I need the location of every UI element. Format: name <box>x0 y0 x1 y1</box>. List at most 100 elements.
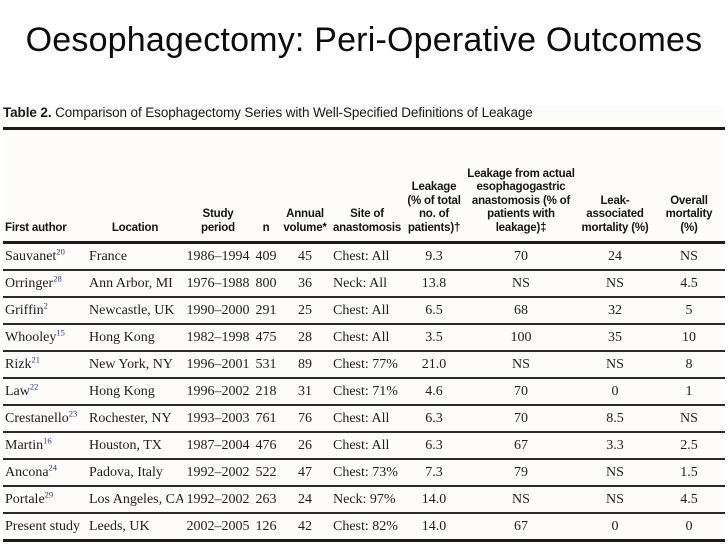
overall-mortality-cell: NS <box>653 242 725 272</box>
leakage-anastomosis-cell: 68 <box>465 297 577 326</box>
n-cell: 218 <box>253 378 279 407</box>
site-of-anastomosis-cell: Chest: 71% <box>331 378 403 407</box>
column-header-site-of-anastomosis: Site of anastomosis <box>331 126 403 245</box>
leakage-cell: 3.5 <box>403 324 465 353</box>
annual-volume-cell: 24 <box>279 486 331 515</box>
leak-associated-mortality-cell: 8.5 <box>577 405 653 434</box>
first-author-name: Portale <box>5 491 45 507</box>
location-cell: Houston, TX <box>87 432 183 461</box>
leakage-anastomosis-cell: 70 <box>465 405 577 434</box>
leak-associated-mortality-cell: 24 <box>577 242 653 272</box>
site-of-anastomosis-cell: Chest: 77% <box>331 351 403 380</box>
table-figure: Table 2. Comparison of Esophagectomy Ser… <box>3 104 725 543</box>
table-row: Crestanello23 Rochester, NY 1993–2003 76… <box>3 405 725 434</box>
first-author-name: Rizk <box>5 356 32 372</box>
leak-associated-mortality-cell: 0 <box>577 513 653 543</box>
reference-superscript: 22 <box>29 381 39 392</box>
overall-mortality-cell: 8 <box>653 351 725 380</box>
leakage-anastomosis-cell: NS <box>465 351 577 380</box>
annual-volume-cell: 45 <box>279 242 331 272</box>
first-author-cell: Whooley15 <box>3 324 87 353</box>
site-of-anastomosis-cell: Chest: All <box>331 432 403 461</box>
leakage-anastomosis-cell: NS <box>465 270 577 299</box>
annual-volume-cell: 25 <box>279 297 331 326</box>
reference-superscript: 16 <box>43 435 52 446</box>
study-period-cell: 1996–2001 <box>183 351 253 380</box>
annual-volume-cell: 42 <box>279 513 331 543</box>
overall-mortality-cell: 0 <box>653 513 725 543</box>
table-row: Ancona24 Padova, Italy 1992–2002 522 47 … <box>3 459 725 488</box>
table-row: Orringer28 Ann Arbor, MI 1976–1988 800 3… <box>3 270 725 299</box>
leakage-cell: 21.0 <box>403 351 465 380</box>
study-period-cell: 1982–1998 <box>183 324 253 353</box>
overall-mortality-cell: 1 <box>653 378 725 407</box>
site-of-anastomosis-cell: Chest: All <box>331 242 403 272</box>
n-cell: 522 <box>253 459 279 488</box>
first-author-name: Martin <box>5 437 44 453</box>
table-row: Portale29 Los Angeles, CA 1992–2002 263 … <box>3 486 725 515</box>
overall-mortality-cell: 4.5 <box>653 486 725 515</box>
annual-volume-cell: 89 <box>279 351 331 380</box>
leakage-cell: 6.3 <box>403 405 465 434</box>
first-author-cell: Portale29 <box>3 486 87 515</box>
table-row: Sauvanet20 France 1986–1994 409 45 Chest… <box>3 242 725 272</box>
leakage-cell: 6.3 <box>403 432 465 461</box>
table-row: Law22 Hong Kong 1996–2002 218 31 Chest: … <box>3 378 725 407</box>
leakage-cell: 6.5 <box>403 297 465 326</box>
study-period-cell: 1986–1994 <box>183 242 253 272</box>
table-row: Martin16 Houston, TX 1987–2004 476 26 Ch… <box>3 432 725 461</box>
n-cell: 531 <box>253 351 279 380</box>
leak-associated-mortality-cell: NS <box>577 459 653 488</box>
n-cell: 800 <box>253 270 279 299</box>
leak-associated-mortality-cell: NS <box>577 351 653 380</box>
n-cell: 761 <box>253 405 279 434</box>
location-cell: Hong Kong <box>87 324 183 353</box>
leak-associated-mortality-cell: 32 <box>577 297 653 326</box>
leakage-cell: 9.3 <box>403 242 465 272</box>
location-cell: Leeds, UK <box>87 513 183 543</box>
site-of-anastomosis-cell: Chest: All <box>331 324 403 353</box>
study-period-cell: 1987–2004 <box>183 432 253 461</box>
leakage-anastomosis-cell: 79 <box>465 459 577 488</box>
column-header-leak-associated-mortality: Leak- associated mortality (%) <box>577 126 653 245</box>
overall-mortality-cell: 2.5 <box>653 432 725 461</box>
study-period-cell: 1976–1988 <box>183 270 253 299</box>
table-caption: Table 2. Comparison of Esophagectomy Ser… <box>3 105 725 120</box>
column-header-n: n <box>253 126 279 245</box>
reference-superscript: 21 <box>31 354 40 365</box>
annual-volume-cell: 76 <box>279 405 331 434</box>
study-period-cell: 1992–2002 <box>183 486 253 515</box>
reference-superscript: 2 <box>43 300 48 311</box>
location-cell: Ann Arbor, MI <box>87 270 183 299</box>
leak-associated-mortality-cell: 35 <box>577 324 653 353</box>
study-period-cell: 1992–2002 <box>183 459 253 488</box>
first-author-cell: Orringer28 <box>3 270 87 299</box>
leak-associated-mortality-cell: 3.3 <box>577 432 653 461</box>
study-period-cell: 1996–2002 <box>183 378 253 407</box>
reference-superscript: 28 <box>53 273 62 284</box>
n-cell: 126 <box>253 513 279 543</box>
overall-mortality-cell: 5 <box>653 297 725 326</box>
leakage-cell: 14.0 <box>403 513 465 543</box>
overall-mortality-cell: NS <box>653 405 725 434</box>
location-cell: Los Angeles, CA <box>87 486 183 515</box>
overall-mortality-cell: 10 <box>653 324 725 353</box>
reference-superscript: 15 <box>56 327 65 338</box>
annual-volume-cell: 26 <box>279 432 331 461</box>
leakage-anastomosis-cell: 67 <box>465 513 577 543</box>
column-header-leakage: Leakage (% of total no. of patients)† <box>403 126 465 245</box>
study-period-cell: 1993–2003 <box>183 405 253 434</box>
comparison-table: First author Location Study period n Ann… <box>3 126 725 543</box>
location-cell: France <box>87 242 183 272</box>
table-row: Griffin2 Newcastle, UK 1990–2000 291 25 … <box>3 297 725 326</box>
leakage-anastomosis-cell: 70 <box>465 378 577 407</box>
table-row: Whooley15 Hong Kong 1982–1998 475 28 Che… <box>3 324 725 353</box>
column-header-location: Location <box>87 126 183 245</box>
annual-volume-cell: 31 <box>279 378 331 407</box>
table-caption-text: Comparison of Esophagectomy Series with … <box>55 104 533 120</box>
first-author-name: Griffin <box>5 302 44 318</box>
leakage-anastomosis-cell: 100 <box>465 324 577 353</box>
column-header-study-period: Study period <box>183 126 253 245</box>
first-author-name: Present study <box>5 518 81 534</box>
leakage-cell: 13.8 <box>403 270 465 299</box>
